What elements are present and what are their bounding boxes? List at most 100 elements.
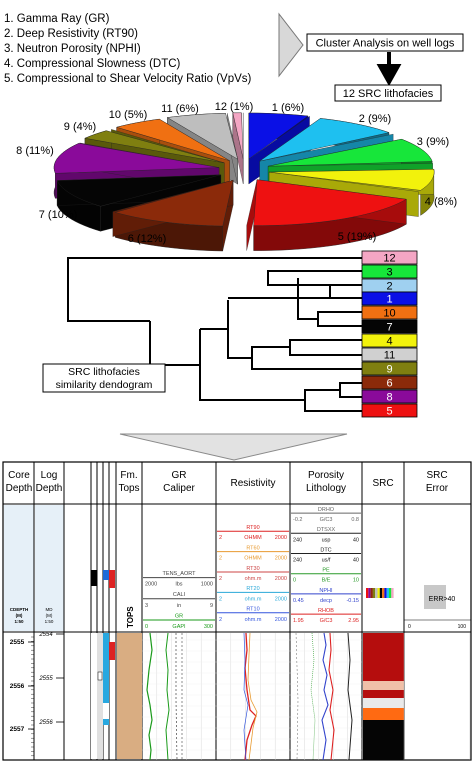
leaf-label: 10 (383, 308, 395, 320)
leaf-label: 2 (386, 281, 392, 293)
log-depth-scale: (M) (46, 613, 53, 618)
flow-arrow-icon (119, 433, 348, 461)
log-depth-tick: 2554 (38, 632, 53, 638)
dendrogram-leaf-8: 8 (361, 389, 418, 404)
dendrogram-leaf-9: 9 (361, 361, 418, 376)
scale-max: -0.15 (346, 598, 359, 604)
scale-min: 2 (219, 596, 222, 602)
input-arrow-icon (278, 12, 304, 78)
core-depth-tick: 2557 (10, 726, 25, 733)
scale-max: 2000 (275, 576, 287, 582)
scale-unit: G/C3 (320, 517, 333, 523)
porosity-header: Porosity (308, 470, 344, 481)
pie-label: 6 (12%) (128, 233, 167, 245)
leaf-label: 1 (386, 294, 392, 306)
scale-name: RT20 (246, 586, 259, 592)
gr-header: Caliper (163, 483, 195, 494)
scale-min: 240 (293, 537, 302, 543)
porosity-scales: DRHO -0.2 G/C3 0.8 DTSXX 240 usp 40 DTC 240 us/f 40… (291, 507, 361, 624)
scale-unit: decp (320, 598, 332, 604)
fm-tops-header: Fm. (120, 470, 137, 481)
error-label: ERR>40 (429, 596, 456, 603)
input-item: 1. Gamma Ray (GR) (4, 13, 110, 25)
formation-top-fill (117, 633, 142, 759)
scale-unit: lbs (175, 582, 182, 588)
scale-name: CALI (173, 592, 186, 598)
core-depth-scale: (M) (16, 613, 23, 618)
src-facies-column (363, 633, 404, 760)
dendrogram-leaf-12: 12 (361, 250, 418, 265)
pie-slice-5 (246, 179, 407, 251)
src-color-swatch (375, 588, 378, 598)
tops-label: TOPS (126, 606, 135, 628)
scale-name: RHOB (318, 608, 334, 614)
resistivity-header: Resistivity (230, 478, 275, 489)
track-marker (103, 570, 109, 580)
src-color-scale (366, 588, 394, 598)
pie-slice-6 (112, 179, 234, 252)
log-depth-header: Depth (36, 483, 63, 494)
error-scale-max: 100 (458, 624, 467, 630)
cluster-analysis-box (306, 33, 464, 52)
scale-max: 1000 (201, 582, 213, 588)
dendrogram-leaves: 12 3 21 10 7 4 11 9 6 8 5 (361, 250, 418, 418)
scale-unit: GAPI (172, 624, 186, 630)
down-arrow-icon (376, 52, 402, 87)
scale-name: PE (322, 568, 330, 574)
core-depth-tick: 2556 (10, 683, 25, 690)
scale-name: DRHO (318, 507, 335, 513)
scale-name: GR (175, 613, 183, 619)
scale-unit: ohm.m (245, 596, 262, 602)
src-error-header: SRC (426, 470, 447, 481)
dendrogram-leaf-5: 5 (361, 403, 418, 418)
scale-min: 2 (219, 556, 222, 562)
src-color-swatch (386, 588, 389, 598)
scale-max: 2000 (275, 535, 287, 541)
scale-unit: usp (322, 537, 331, 543)
core-depth-header: Core (8, 470, 30, 481)
src-lithofacies-label: 12 SRC lithofacies (343, 88, 434, 100)
scale-unit: in (177, 603, 181, 609)
dendrogram-leaf-4: 4 (361, 333, 418, 348)
track-marker (91, 570, 97, 586)
leaf-label: 4 (386, 336, 392, 348)
src-lithofacies-box (334, 84, 442, 102)
leaf-label: 11 (384, 350, 395, 362)
src-color-swatch (368, 588, 371, 598)
pie-label: 12 (1%) (215, 101, 254, 113)
dendrogram-leaf-11: 11 (361, 347, 418, 362)
pie-label: 10 (5%) (109, 109, 148, 121)
scale-min: 0.45 (293, 598, 304, 604)
pie-label: 3 (9%) (417, 136, 449, 148)
log-depth-scale: 1:50 (45, 619, 54, 624)
log-curves (142, 632, 362, 761)
src-color-swatch (377, 588, 380, 598)
pie-label: 4 (8%) (425, 196, 457, 208)
scale-min: 1.95 (293, 618, 304, 624)
scale-min: 2 (219, 535, 222, 541)
scale-unit: OHMM (244, 556, 262, 562)
src-error-header: Error (426, 483, 449, 494)
scale-max: 40 (353, 558, 359, 564)
scale-min: 2 (219, 576, 222, 582)
pie-label: 1 (6%) (272, 102, 304, 114)
log-depth-scale: MD (46, 607, 54, 612)
scale-unit: G/C3 (320, 618, 333, 624)
resistivity-scales: RT90 2 OHMM 2000 RT60 2 OHMM 2000 RT30 2 ohm.m 2000… (217, 525, 289, 623)
input-item: 3. Neutron Porosity (NPHI) (4, 43, 141, 55)
scale-max: 40 (353, 537, 359, 543)
pie-label: 2 (9%) (359, 113, 391, 125)
scale-name: RT60 (246, 545, 259, 551)
gr-header: GR (172, 470, 187, 481)
core-depth-header: Depth (6, 483, 33, 494)
pie-label: 7 (10%) (39, 209, 78, 221)
dendrogram-leaf-1: 1 (361, 291, 418, 306)
dendrogram-leaf-2: 2 (361, 278, 418, 293)
lithofacies-pie-chart: 1 (6%) 2 (9%) 3 (9%) 4 (8%) 5 (19%) 6 (12%) 7 … (16, 101, 457, 252)
scale-min: 0 (293, 578, 296, 584)
scale-max: 0.8 (351, 517, 359, 523)
porosity-header: Lithology (306, 483, 346, 494)
scale-max: 9 (210, 603, 213, 609)
scale-name: RT90 (246, 525, 259, 531)
track-fill (103, 633, 109, 703)
